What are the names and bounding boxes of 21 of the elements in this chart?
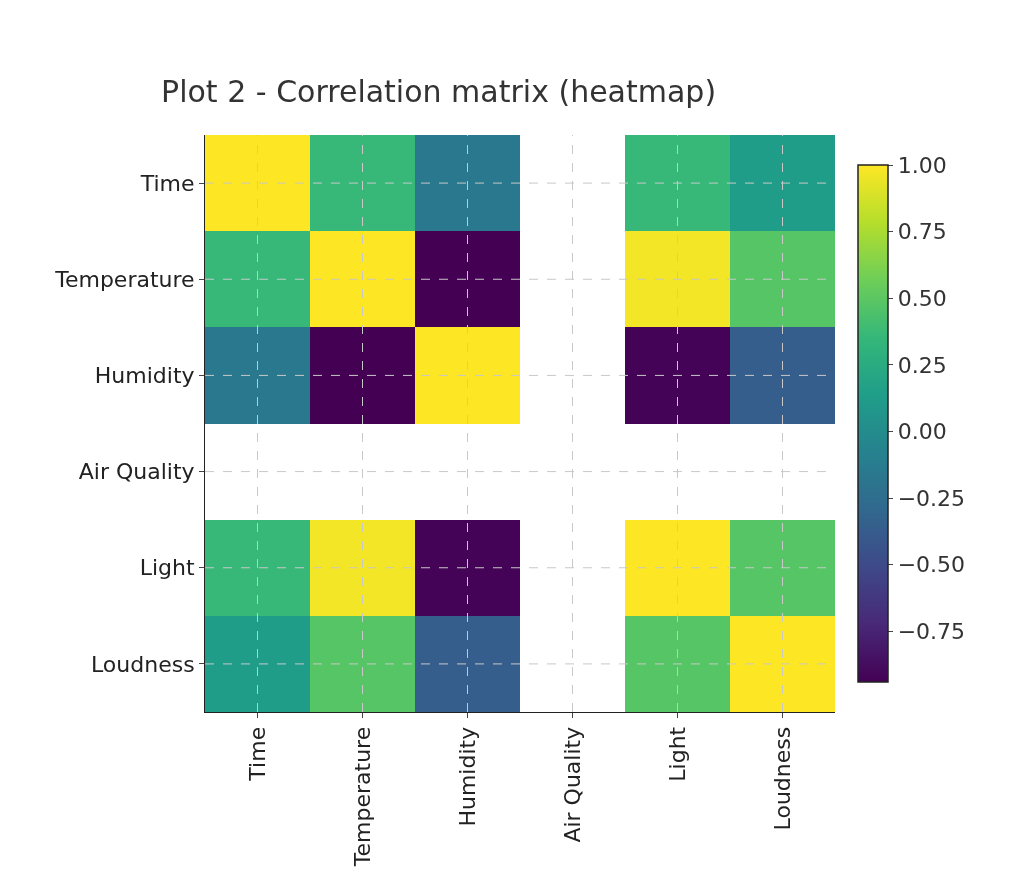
color-bar-label: 0.00 [897, 419, 947, 445]
x-tick-label: Loudness [769, 726, 795, 831]
x-tick-label: Air Quality [559, 726, 585, 843]
y-tick-label: Time [139, 170, 195, 196]
color-bar-label: 0.25 [897, 352, 947, 378]
color-bar-label: 0.75 [897, 219, 947, 245]
y-tick-label: Light [139, 555, 195, 581]
y-tick-label: Temperature [54, 266, 195, 292]
y-tick-label: Humidity [94, 363, 195, 389]
color-bar-label: −0.25 [897, 485, 966, 511]
color-bar-label: −0.50 [897, 552, 966, 578]
y-tick-label: Loudness [90, 651, 195, 677]
y-tick-label: Air Quality [78, 459, 195, 485]
x-tick-label: Temperature [349, 726, 375, 868]
color-bar-label: 0.50 [897, 285, 947, 311]
color-bar-label: −0.75 [897, 619, 966, 645]
x-tick-label: Light [664, 726, 690, 782]
x-tick-label: Time [244, 726, 270, 782]
x-tick-label: Humidity [454, 726, 480, 827]
chart-title: Plot 2 - Correlation matrix (heatmap) [161, 74, 717, 110]
color-bar-label: 1.00 [897, 152, 947, 178]
